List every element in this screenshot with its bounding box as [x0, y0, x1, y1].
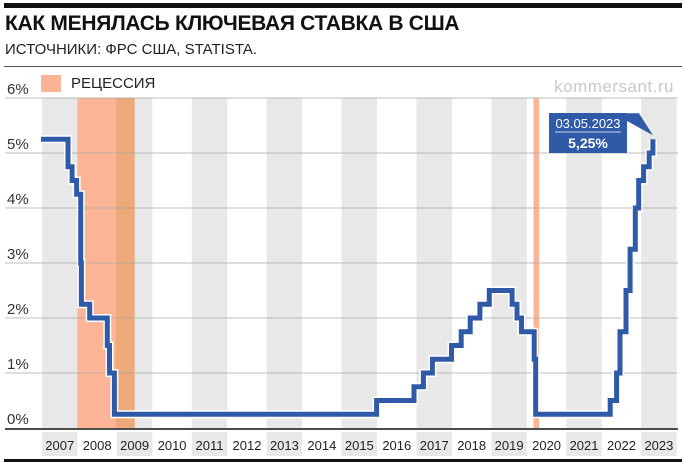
chart-subtitle: ИСТОЧНИКИ: ФРС США, STATISTA.: [5, 41, 258, 58]
legend: РЕЦЕССИЯ: [41, 75, 155, 92]
x-tick-label: 2009: [120, 438, 149, 453]
recession-swatch: [41, 75, 61, 92]
x-tick-label: 2012: [233, 438, 262, 453]
x-tick-label: 2019: [495, 438, 524, 453]
rate-line: [41, 135, 657, 419]
y-tick-label: 0%: [7, 411, 29, 428]
rate-line-path: [41, 136, 656, 417]
x-axis: 2007 2008 2009 2010 2011 2012 2013 2014 2015 2016…: [5, 428, 678, 456]
x-tick-label: 2021: [570, 438, 599, 453]
year-label-band: [42, 432, 78, 456]
x-tick-label: 2016: [382, 438, 411, 453]
watermark: kommersant.ru: [554, 77, 674, 96]
callout-date: 03.05.2023: [555, 116, 620, 131]
x-tick-label: 2022: [607, 438, 636, 453]
x-tick-label: 2007: [45, 438, 74, 453]
bottom-rule: [4, 459, 682, 462]
latest-value-callout: 03.05.2023 5,25%: [549, 113, 653, 153]
year-label-band: [116, 432, 153, 456]
year-label-band: [491, 432, 527, 456]
y-tick-label: 2%: [7, 301, 29, 318]
x-tick-label: 2010: [158, 438, 187, 453]
year-label-band: [566, 432, 602, 456]
y-tick-label: 4%: [7, 191, 29, 208]
y-tick-label: 5%: [7, 136, 29, 153]
x-tick-label: 2023: [644, 438, 673, 453]
y-tick-label: 6%: [7, 81, 29, 98]
x-tick-label: 2013: [270, 438, 299, 453]
x-tick-label: 2014: [307, 438, 336, 453]
year-label-band: [341, 432, 378, 456]
legend-label-recession: РЕЦЕССИЯ: [71, 75, 156, 92]
y-tick-label: 3%: [7, 246, 29, 263]
year-label-band: [191, 432, 228, 456]
x-tick-label: 2011: [196, 438, 224, 453]
y-axis-labels: 0% 1% 2% 3% 4% 5% 6%: [7, 81, 29, 428]
top-bar: [4, 3, 682, 8]
x-tick-label: 2017: [420, 438, 449, 453]
callout-box: [549, 113, 627, 153]
callout-value: 5,25%: [568, 135, 608, 151]
y-tick-label: 1%: [7, 356, 29, 373]
x-tick-label: 2015: [345, 438, 374, 453]
year-label-band: [641, 432, 677, 456]
x-tick-label: 2008: [83, 438, 112, 453]
x-tick-label: 2020: [532, 438, 561, 453]
x-tick-label: 2018: [457, 438, 486, 453]
year-label-band: [266, 432, 303, 456]
year-label-band: [416, 432, 452, 456]
header-divider: [4, 66, 682, 67]
chart-title: КАК МЕНЯЛАСЬ КЛЮЧЕВАЯ СТАВКА В США: [5, 12, 460, 35]
